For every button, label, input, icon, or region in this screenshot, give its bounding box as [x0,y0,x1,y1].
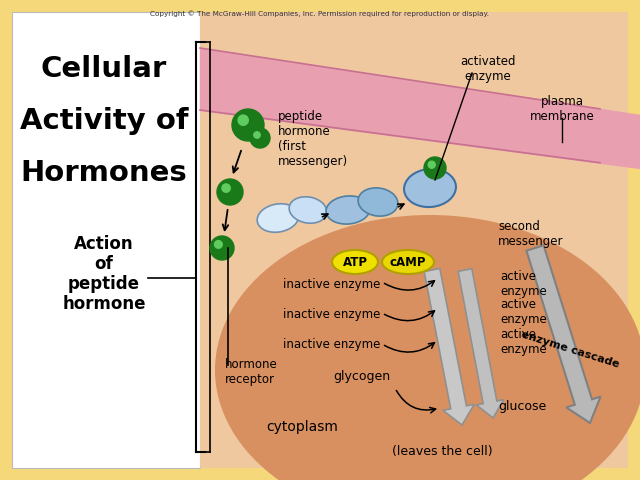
FancyArrow shape [424,268,474,425]
Text: second
messenger: second messenger [498,220,563,248]
Ellipse shape [332,250,378,274]
Circle shape [217,179,243,205]
Text: Hormones: Hormones [20,159,188,187]
Text: active
enzyme: active enzyme [500,328,547,356]
Circle shape [424,157,446,179]
Text: Copyright © The McGraw-Hill Companies, Inc. Permission required for reproduction: Copyright © The McGraw-Hill Companies, I… [150,10,490,17]
Text: glycogen: glycogen [333,370,390,383]
Text: (leaves the cell): (leaves the cell) [392,445,492,458]
Text: Cellular: Cellular [41,55,167,83]
Text: peptide
hormone
(first
messenger): peptide hormone (first messenger) [278,110,348,168]
Text: cytoplasm: cytoplasm [266,420,338,434]
Text: glucose: glucose [498,400,547,413]
Text: peptide: peptide [68,275,140,293]
Ellipse shape [289,197,327,223]
Text: active
enzyme: active enzyme [500,298,547,326]
Text: inactive enzyme: inactive enzyme [283,308,380,321]
Circle shape [222,184,230,192]
Text: cAMP: cAMP [390,255,426,268]
Text: hormone
receptor: hormone receptor [225,358,278,386]
Circle shape [250,128,270,148]
Circle shape [214,240,222,248]
Text: ATP: ATP [342,255,367,268]
Circle shape [428,161,435,168]
FancyArrow shape [527,245,600,423]
Ellipse shape [358,188,398,216]
Text: of: of [95,255,113,273]
Text: enzyme cascade: enzyme cascade [520,330,620,370]
Text: Activity of: Activity of [20,107,188,135]
Text: inactive enzyme: inactive enzyme [283,278,380,291]
Text: activated
enzyme: activated enzyme [460,55,516,83]
Circle shape [210,236,234,260]
Bar [12,12,200,468]
Circle shape [254,132,260,138]
Ellipse shape [404,169,456,207]
Ellipse shape [326,196,370,224]
Ellipse shape [257,204,299,232]
Ellipse shape [382,250,434,274]
Text: active
enzyme: active enzyme [500,270,547,298]
Text: Action: Action [74,235,134,253]
Text: inactive enzyme: inactive enzyme [283,338,380,351]
Bar [200,12,628,468]
Ellipse shape [215,215,640,480]
Circle shape [232,109,264,141]
Text: hormone: hormone [62,295,146,313]
Text: plasma
membrane: plasma membrane [530,95,595,123]
FancyArrow shape [458,269,504,418]
Circle shape [238,115,248,125]
